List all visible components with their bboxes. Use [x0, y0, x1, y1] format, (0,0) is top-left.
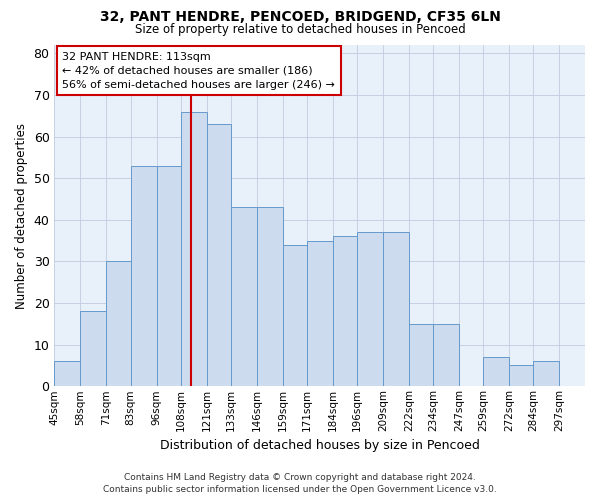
- Bar: [283, 245, 307, 386]
- Bar: [357, 232, 383, 386]
- Bar: [483, 357, 509, 386]
- Y-axis label: Number of detached properties: Number of detached properties: [15, 122, 28, 308]
- Bar: [157, 166, 181, 386]
- Text: Size of property relative to detached houses in Pencoed: Size of property relative to detached ho…: [134, 22, 466, 36]
- Bar: [533, 362, 559, 386]
- Bar: [106, 262, 131, 386]
- Bar: [131, 166, 157, 386]
- Bar: [333, 236, 357, 386]
- Bar: [181, 112, 206, 386]
- Bar: [206, 124, 230, 386]
- Text: 32 PANT HENDRE: 113sqm
← 42% of detached houses are smaller (186)
56% of semi-de: 32 PANT HENDRE: 113sqm ← 42% of detached…: [62, 52, 335, 90]
- Bar: [55, 362, 80, 386]
- Bar: [383, 232, 409, 386]
- Bar: [230, 208, 257, 386]
- Bar: [409, 324, 433, 386]
- Bar: [257, 208, 283, 386]
- Bar: [509, 366, 533, 386]
- Text: Contains HM Land Registry data © Crown copyright and database right 2024.
Contai: Contains HM Land Registry data © Crown c…: [103, 472, 497, 494]
- Text: 32, PANT HENDRE, PENCOED, BRIDGEND, CF35 6LN: 32, PANT HENDRE, PENCOED, BRIDGEND, CF35…: [100, 10, 500, 24]
- Bar: [80, 312, 106, 386]
- X-axis label: Distribution of detached houses by size in Pencoed: Distribution of detached houses by size …: [160, 440, 479, 452]
- Bar: [433, 324, 459, 386]
- Bar: [307, 240, 333, 386]
